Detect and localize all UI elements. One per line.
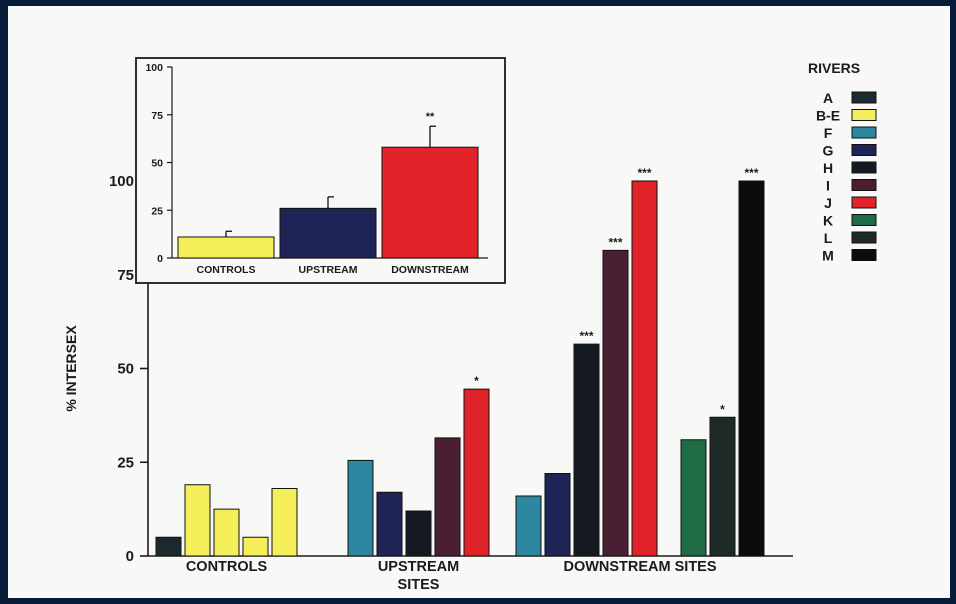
legend-label: J bbox=[824, 195, 832, 211]
inset-y-tick-label: 100 bbox=[145, 62, 163, 74]
significance-label: *** bbox=[608, 235, 622, 249]
y-axis-title: % INTERSEX bbox=[63, 325, 79, 412]
inset-x-label: UPSTREAM bbox=[299, 264, 358, 276]
x-group-label-line: UPSTREAM bbox=[378, 559, 459, 575]
legend-label: M bbox=[822, 248, 834, 264]
y-tick-label: 100 bbox=[109, 173, 134, 190]
legend-swatch bbox=[851, 249, 877, 261]
inset-y-tick-label: 25 bbox=[151, 205, 163, 217]
legend-label: A bbox=[823, 90, 833, 106]
legend-label: G bbox=[823, 143, 834, 159]
legend-label: K bbox=[823, 213, 833, 229]
inset-bar-downstream bbox=[381, 146, 479, 259]
bar-j bbox=[631, 180, 658, 557]
x-group-label: UPSTREAM SITES bbox=[378, 559, 459, 593]
inset-significance-label: ** bbox=[426, 111, 435, 123]
significance-label: *** bbox=[744, 166, 758, 180]
x-group-label-line: DOWNSTREAM SITES bbox=[563, 559, 716, 575]
legend-swatch bbox=[851, 196, 877, 209]
bar-f bbox=[515, 495, 542, 557]
legend-label: F bbox=[824, 125, 833, 141]
legend-swatch bbox=[851, 214, 877, 226]
inset-bar-upstream bbox=[279, 207, 377, 259]
bar-a bbox=[155, 536, 182, 557]
significance-label: *** bbox=[579, 329, 593, 343]
legend-swatch bbox=[851, 144, 877, 156]
legend-swatch bbox=[851, 179, 877, 191]
significance-label: *** bbox=[637, 166, 651, 180]
legend-label: H bbox=[823, 160, 833, 176]
x-group-label-line: CONTROLS bbox=[186, 559, 268, 575]
y-tick-label: 25 bbox=[117, 454, 134, 471]
bar-g bbox=[544, 473, 571, 557]
legend-title: RIVERS bbox=[808, 60, 860, 76]
bar-m bbox=[738, 180, 765, 557]
legend-swatch bbox=[851, 231, 877, 244]
legend-swatch bbox=[851, 91, 877, 104]
x-group-label: DOWNSTREAM SITES bbox=[563, 559, 716, 575]
legend-label: I bbox=[826, 178, 830, 194]
intersex-chart: 0 25 50 75 100 % INTERSEX CONTROLS * UPSTREAM SIT… bbox=[63, 57, 877, 593]
legend-swatch bbox=[851, 109, 877, 121]
bar-j bbox=[463, 388, 490, 557]
bar-g bbox=[376, 491, 403, 557]
bar-b-e bbox=[242, 536, 269, 557]
figure-frame: 0 25 50 75 100 % INTERSEX CONTROLS * UPSTREAM SIT… bbox=[8, 6, 950, 598]
bar-f bbox=[347, 459, 374, 557]
bar-b-e bbox=[213, 508, 240, 557]
bar-i bbox=[434, 437, 461, 557]
x-group-label: CONTROLS bbox=[186, 559, 268, 575]
bar-i bbox=[602, 249, 629, 557]
bar-h bbox=[573, 343, 600, 557]
legend-swatch bbox=[851, 126, 877, 139]
legend-label: L bbox=[824, 230, 833, 246]
bar-k bbox=[680, 439, 707, 557]
significance-label: * bbox=[474, 374, 479, 388]
legend-swatch bbox=[851, 161, 877, 174]
bar-b-e bbox=[271, 488, 298, 557]
x-group-label-line: SITES bbox=[398, 577, 440, 593]
bar-l bbox=[709, 416, 736, 557]
y-tick-label: 75 bbox=[117, 267, 134, 284]
inset-x-label: DOWNSTREAM bbox=[391, 264, 469, 276]
inset-x-label: CONTROLS bbox=[197, 264, 256, 276]
legend-label: B-E bbox=[816, 108, 840, 124]
inset-y-tick-label: 0 bbox=[157, 253, 163, 265]
inset-y-tick-label: 75 bbox=[151, 110, 163, 122]
significance-label: * bbox=[720, 402, 725, 416]
y-tick-label: 50 bbox=[117, 361, 134, 378]
bar-h bbox=[405, 510, 432, 557]
y-tick-label: 0 bbox=[126, 548, 134, 565]
inset-y-tick-label: 50 bbox=[151, 158, 163, 170]
inset-bar-controls bbox=[177, 236, 275, 259]
bar-b-e bbox=[184, 484, 211, 557]
